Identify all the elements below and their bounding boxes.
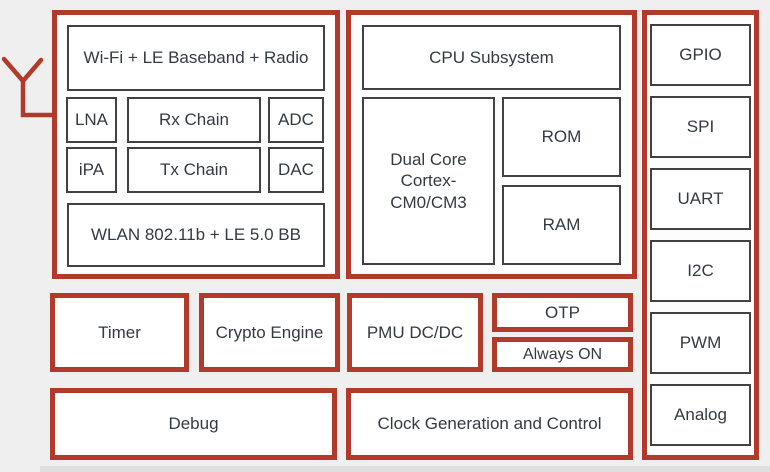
cpu-section: CPU Subsystem Dual Core Cortex- CM0/CM3 … xyxy=(346,10,637,279)
block-timer: Timer xyxy=(50,293,189,372)
block-wifi-le-baseband-radio: Wi-Fi + LE Baseband + Radio xyxy=(67,25,325,91)
block-analog: Analog xyxy=(650,384,751,446)
block-label: Rx Chain xyxy=(159,110,229,130)
block-debug: Debug xyxy=(50,388,337,460)
block-label: Tx Chain xyxy=(159,160,229,180)
radio-section: Wi-Fi + LE Baseband + Radio LNA Rx Chain… xyxy=(52,10,340,279)
block-rx-chain: Rx Chain xyxy=(127,97,261,143)
block-label: Dual Core Cortex- CM0/CM3 xyxy=(390,150,467,212)
block-label: UART xyxy=(677,189,724,208)
block-label: Timer xyxy=(98,322,141,342)
block-pwm: PWM xyxy=(650,312,751,374)
page-edge-strip xyxy=(40,466,770,472)
block-label: PMU DC/DC xyxy=(366,322,464,342)
block-label: PWM xyxy=(679,333,722,352)
block-label: I2C xyxy=(687,261,714,280)
antenna-icon xyxy=(1,56,60,118)
block-label: WLAN 802.11b + LE 5.0 BB xyxy=(91,225,301,245)
block-crypto-engine: Crypto Engine xyxy=(199,293,340,372)
peripherals-section: GPIO SPI UART I2C PWM Analog xyxy=(642,10,759,460)
block-label: ADC xyxy=(278,110,314,130)
block-wlan-le-bb: WLAN 802.11b + LE 5.0 BB xyxy=(67,203,325,267)
block-clock-generation: Clock Generation and Control xyxy=(346,388,633,460)
block-label: GPIO xyxy=(679,45,722,64)
block-pmu-dcdc: PMU DC/DC xyxy=(347,293,483,372)
block-cpu-subsystem: CPU Subsystem xyxy=(362,25,621,90)
block-tx-chain: Tx Chain xyxy=(127,147,261,193)
block-ram: RAM xyxy=(502,185,621,265)
block-label: ROM xyxy=(541,127,582,147)
block-label: Debug xyxy=(168,414,219,433)
block-label: SPI xyxy=(686,117,715,136)
block-label: Clock Generation and Control xyxy=(377,414,602,433)
block-ipa: iPA xyxy=(66,147,117,193)
block-dac: DAC xyxy=(268,147,324,193)
block-label: DAC xyxy=(278,160,314,180)
block-rom: ROM xyxy=(502,97,621,177)
block-label: CPU Subsystem xyxy=(429,47,554,67)
block-label: iPA xyxy=(78,160,105,180)
block-label: RAM xyxy=(542,215,581,235)
block-spi: SPI xyxy=(650,96,751,158)
block-label: Always ON xyxy=(522,345,603,363)
block-adc: ADC xyxy=(268,97,324,143)
block-dual-core-cortex: Dual Core Cortex- CM0/CM3 xyxy=(362,97,495,265)
block-label: Wi-Fi + LE Baseband + Radio xyxy=(83,48,309,68)
block-gpio: GPIO xyxy=(650,24,751,86)
block-always-on: Always ON xyxy=(492,337,633,372)
block-label: LNA xyxy=(74,110,109,130)
block-lna: LNA xyxy=(66,97,117,143)
block-uart: UART xyxy=(650,168,751,230)
block-label: Crypto Engine xyxy=(215,322,324,342)
block-i2c: I2C xyxy=(650,240,751,302)
block-label: Analog xyxy=(674,405,727,424)
block-otp: OTP xyxy=(492,293,633,332)
block-label: OTP xyxy=(545,302,580,322)
